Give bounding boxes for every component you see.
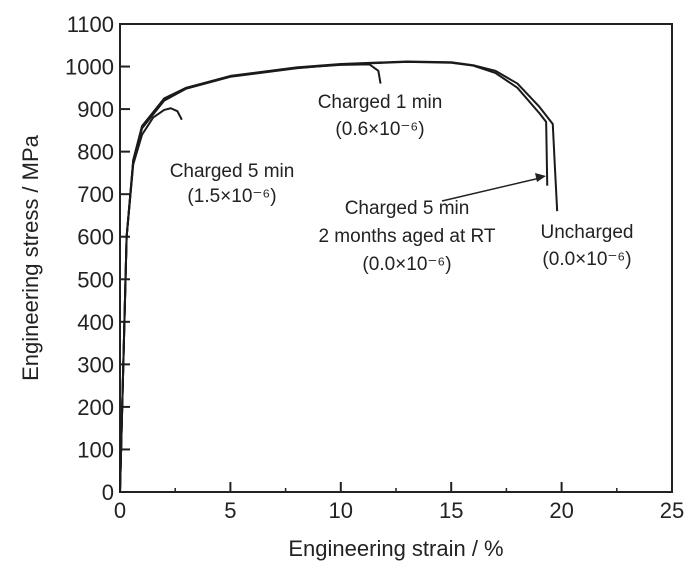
series-line-1	[119, 60, 549, 493]
y-tick-label: 1100	[67, 12, 114, 37]
y-tick-label: 300	[77, 352, 114, 377]
annotation-charged-5min: Charged 5 min (1.5×10⁻⁶)	[170, 161, 295, 207]
annotation-charged-aged: Charged 5 min 2 months aged at RT (0.0×1…	[318, 198, 495, 275]
y-tick-label: 600	[77, 225, 114, 250]
annotation-charged-1min: Charged 1 min (0.6×10⁻⁶)	[318, 92, 443, 140]
svg-text:(0.0×10⁻⁶): (0.0×10⁻⁶)	[542, 249, 631, 270]
x-tick-label: 10	[329, 498, 353, 523]
y-tick-label: 700	[77, 182, 114, 207]
x-tick-label: 0	[114, 498, 126, 523]
y-tick-label: 200	[77, 395, 114, 420]
y-tick-label: 100	[77, 437, 114, 462]
svg-text:2 months aged at RT: 2 months aged at RT	[318, 226, 495, 247]
x-tick-label: 25	[660, 498, 684, 523]
svg-text:(1.5×10⁻⁶): (1.5×10⁻⁶)	[187, 186, 276, 207]
series-line-3	[119, 107, 183, 493]
x-tick-label: 15	[439, 498, 463, 523]
x-axis-label: Engineering strain / %	[288, 536, 503, 561]
y-tick-label: 500	[77, 267, 114, 292]
arrow-head	[535, 173, 546, 182]
svg-text:(0.0×10⁻⁶): (0.0×10⁻⁶)	[362, 254, 451, 275]
x-tick-label: 5	[224, 498, 236, 523]
svg-text:Uncharged: Uncharged	[541, 222, 634, 243]
svg-text:Charged 1 min: Charged 1 min	[318, 92, 443, 113]
y-axis-label: Engineering stress / MPa	[18, 134, 43, 381]
annotation-uncharged: Uncharged (0.0×10⁻⁶)	[541, 222, 634, 270]
svg-text:(0.6×10⁻⁶): (0.6×10⁻⁶)	[335, 119, 424, 140]
svg-text:Charged 5 min: Charged 5 min	[170, 161, 295, 182]
y-tick-label: 900	[77, 97, 114, 122]
y-tick-label: 0	[102, 480, 114, 505]
x-tick-label: 20	[549, 498, 573, 523]
annotation-arrow	[441, 177, 541, 202]
y-tick-label: 800	[77, 140, 114, 165]
y-tick-label: 400	[77, 310, 114, 335]
y-tick-label: 1000	[65, 55, 114, 80]
svg-text:Charged 5 min: Charged 5 min	[345, 198, 470, 219]
